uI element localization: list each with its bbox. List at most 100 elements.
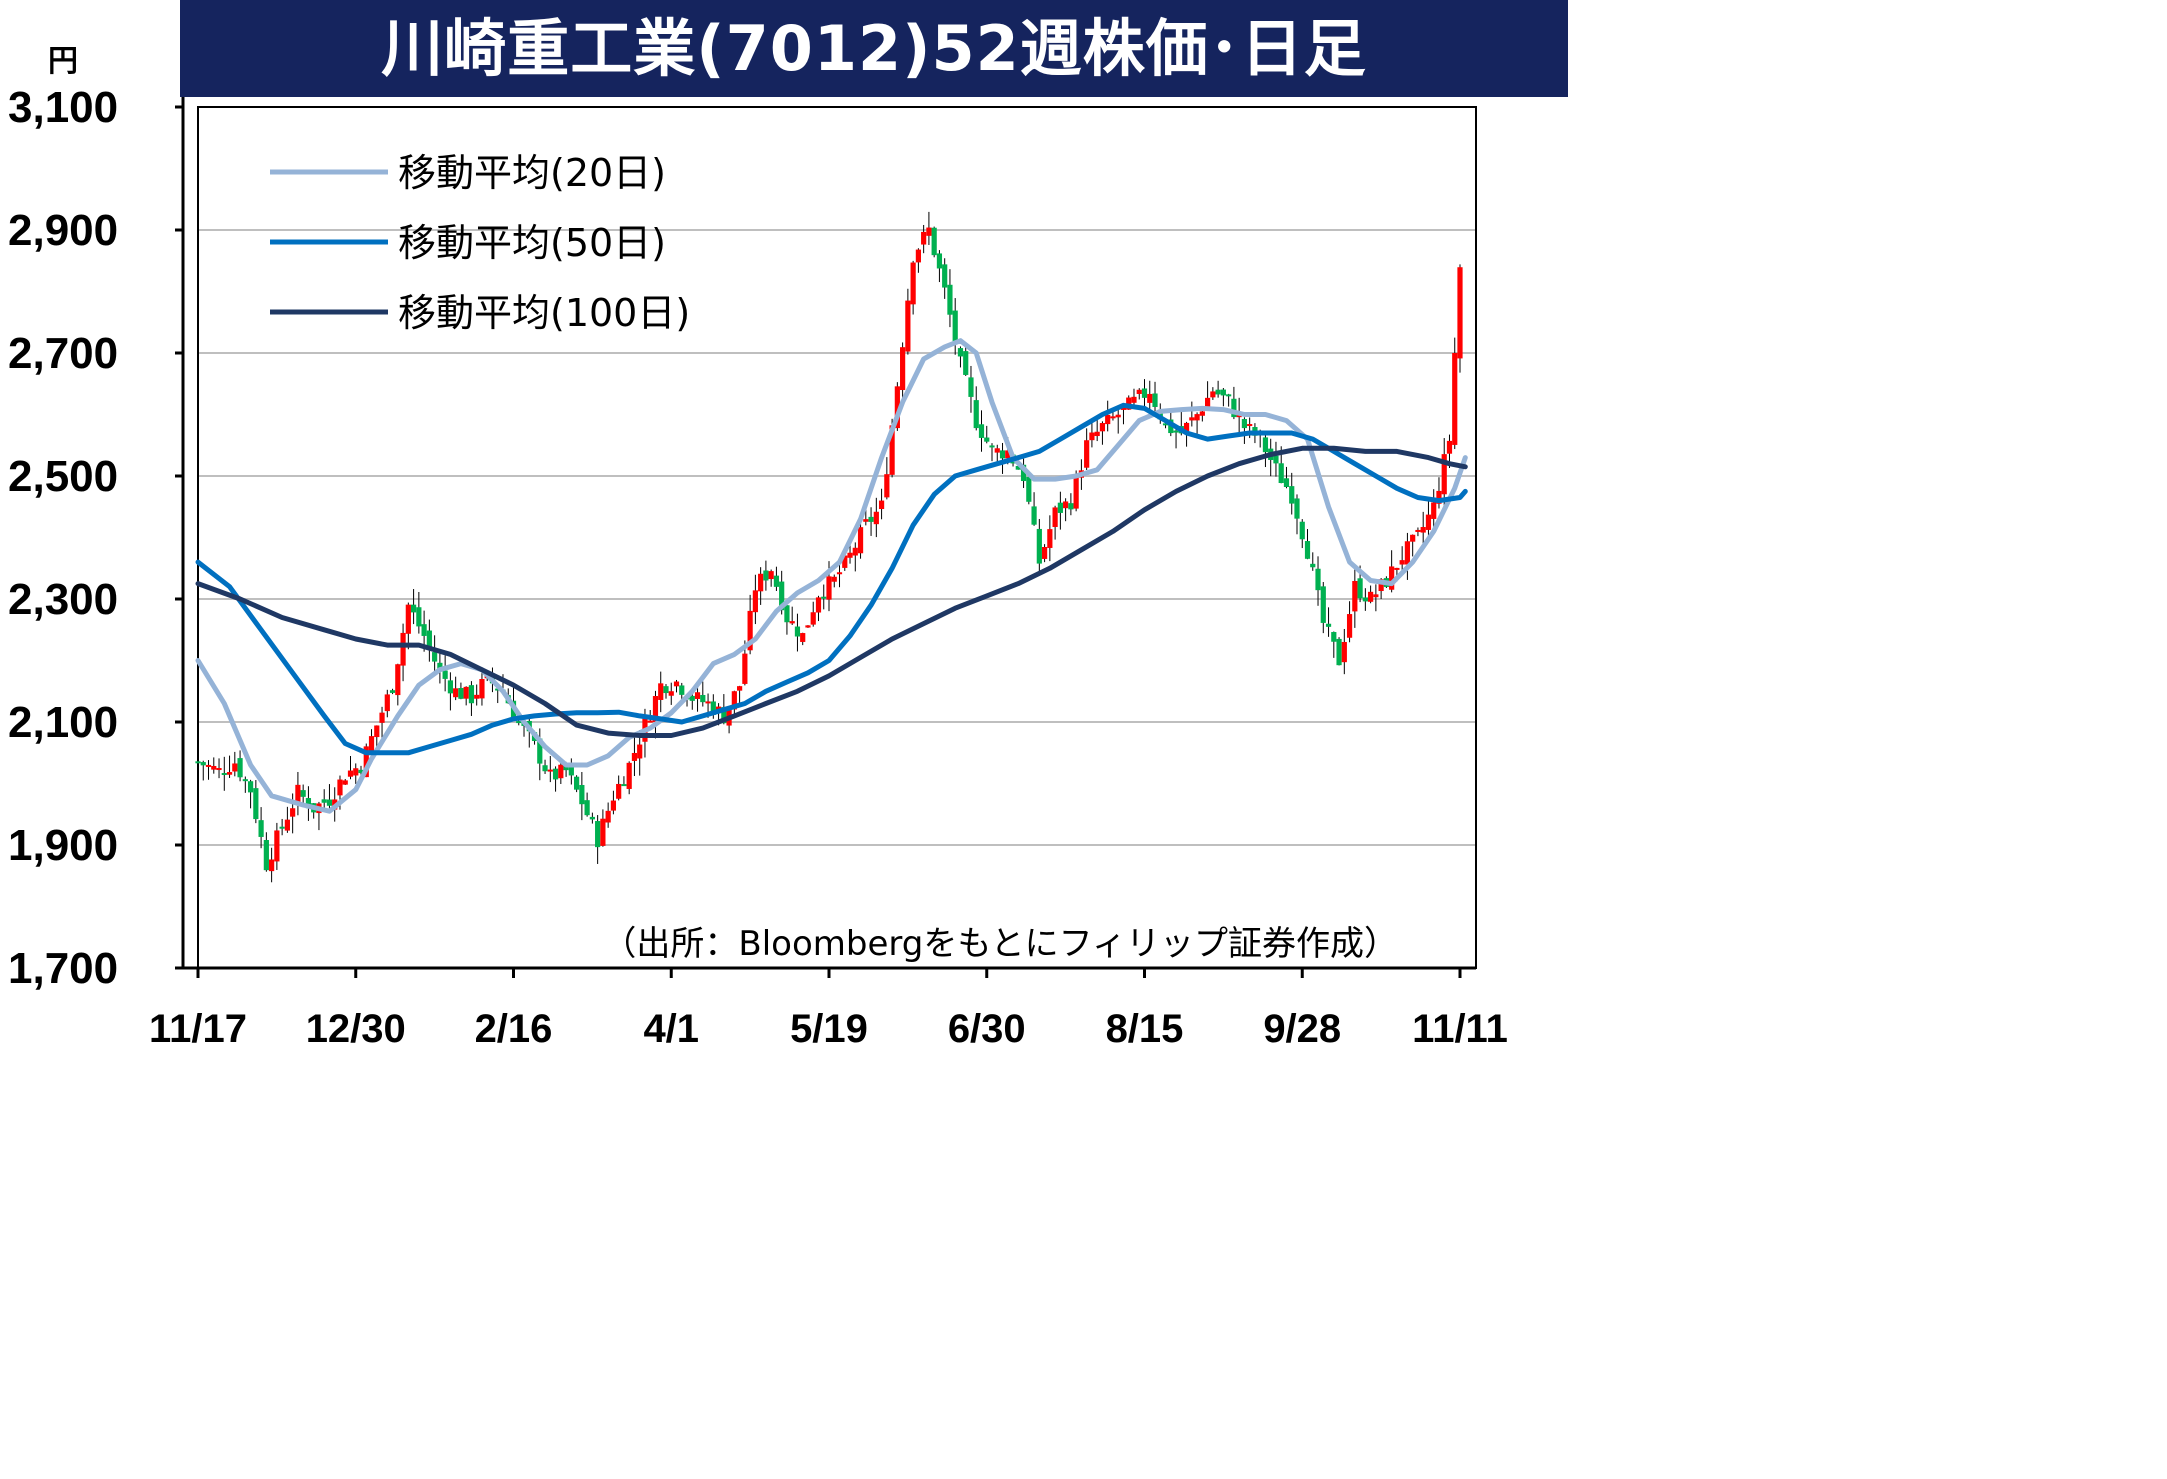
candle-down — [426, 630, 432, 648]
candle-down — [421, 624, 427, 636]
y-axis-unit: 円 — [48, 44, 78, 79]
x-tick-label: 11/11 — [1412, 1007, 1508, 1051]
candle-down — [495, 688, 501, 691]
candle-down — [978, 424, 985, 438]
y-tick-label: 3,100 — [8, 83, 118, 132]
y-tick-label: 2,300 — [8, 575, 118, 624]
candle-up — [1420, 527, 1426, 533]
candle-up — [1194, 414, 1200, 421]
candle-down — [579, 784, 585, 805]
candle-down — [574, 776, 580, 790]
candle-down — [794, 626, 801, 637]
candle-up — [1147, 393, 1153, 403]
candle-down — [221, 773, 227, 776]
candle-up — [847, 552, 853, 558]
candle-down — [689, 695, 695, 701]
candle-up — [873, 511, 879, 525]
candle-down — [779, 581, 785, 611]
candle-down — [326, 799, 333, 806]
candle-up — [637, 744, 643, 759]
candle-down — [1020, 464, 1027, 482]
candle-up — [1436, 490, 1442, 504]
candle-down — [1362, 597, 1368, 602]
candle-up — [1189, 417, 1195, 421]
candle-up — [610, 800, 617, 811]
legend-label: 移動平均(50日) — [398, 221, 666, 265]
candle-up — [353, 768, 359, 776]
candle-down — [1325, 623, 1332, 627]
candle-down — [999, 450, 1006, 459]
candle-down — [1215, 389, 1221, 395]
candle-up — [284, 819, 290, 831]
candle-up — [347, 770, 354, 777]
candle-up — [752, 590, 758, 613]
candle-down — [552, 768, 559, 780]
candle-down — [1310, 563, 1316, 568]
candle-down — [432, 652, 438, 662]
candle-up — [1105, 414, 1111, 425]
candle-down — [1141, 388, 1148, 398]
candle-up — [384, 694, 390, 712]
candle-down — [1331, 632, 1337, 642]
ma-line-2 — [195, 445, 1468, 738]
candle-up — [342, 780, 348, 785]
candle-down — [321, 799, 327, 803]
candle-down — [468, 685, 475, 704]
candle-up — [1183, 422, 1190, 432]
candle-up — [474, 694, 480, 699]
candle-up — [857, 527, 864, 554]
x-tick-label: 12/30 — [306, 1007, 406, 1051]
candle-down — [868, 516, 874, 522]
moving-average-lines — [195, 338, 1468, 814]
candle-down — [1357, 578, 1363, 599]
candle-up — [363, 746, 369, 778]
candle-up — [789, 621, 795, 624]
candle-up — [1410, 534, 1416, 542]
candle-down — [589, 816, 595, 820]
candle-up — [558, 764, 564, 779]
candle-down — [1026, 476, 1032, 502]
ma-line-0 — [195, 338, 1468, 814]
candle-down — [947, 284, 953, 315]
candle-up — [768, 571, 774, 580]
candle-up — [1441, 454, 1447, 495]
candle-down — [952, 310, 958, 343]
candle-down — [621, 784, 627, 787]
candle-down — [1173, 430, 1179, 433]
candle-up — [705, 701, 711, 704]
candle-down — [516, 721, 522, 724]
candle-down — [305, 798, 312, 809]
candle-down — [1157, 409, 1163, 420]
candle-down — [763, 570, 769, 581]
candle-down — [1015, 465, 1021, 470]
x-tick-labels: 11/17 12/30 2/16 4/1 5/19 6/30 8/15 9/28 11/11 — [149, 968, 1508, 1051]
candle-up — [926, 227, 932, 236]
x-tick-label: 2/16 — [475, 1007, 553, 1051]
candle-up — [379, 712, 385, 723]
candle-down — [1068, 503, 1074, 510]
gridlines — [198, 106, 1476, 846]
candle-up — [658, 683, 664, 700]
candle-up — [616, 783, 622, 799]
candle-up — [1352, 580, 1358, 612]
candle-up — [921, 231, 927, 245]
candle-down — [447, 680, 453, 694]
candle-up — [205, 764, 212, 767]
candle-up — [226, 772, 233, 775]
chart-title: 川崎重工業(7012)52週株価･日足 — [180, 0, 1568, 97]
candle-up — [1205, 397, 1211, 407]
candle-down — [1336, 638, 1342, 666]
candle-down — [300, 790, 306, 797]
candle-up — [826, 576, 832, 600]
x-tick-label: 5/19 — [790, 1007, 868, 1051]
candle-up — [1073, 475, 1079, 509]
candle-up — [1110, 416, 1116, 419]
candle-up — [1368, 591, 1374, 602]
candle-up — [1341, 641, 1347, 663]
candle-down — [1320, 586, 1326, 623]
candle-up — [1399, 560, 1405, 565]
candle-down — [242, 779, 248, 782]
x-tick-label: 6/30 — [948, 1007, 1026, 1051]
candle-down — [989, 445, 995, 448]
candle-up — [758, 573, 764, 592]
